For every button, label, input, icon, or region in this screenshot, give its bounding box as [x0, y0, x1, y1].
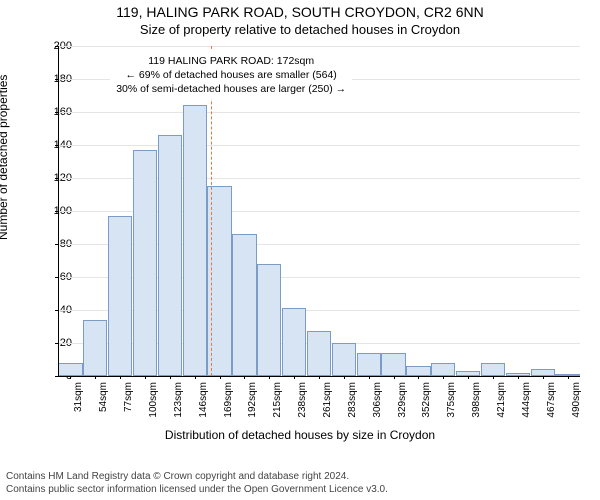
x-tick-label: 261sqm — [322, 382, 333, 418]
histogram-bar — [282, 308, 306, 376]
x-tick-mark — [95, 376, 96, 379]
y-axis-line — [58, 46, 59, 376]
x-tick-mark — [418, 376, 419, 379]
x-tick-label: 123sqm — [173, 382, 184, 418]
x-tick-label: 375sqm — [446, 382, 457, 418]
x-tick-label: 467sqm — [546, 382, 557, 418]
x-tick-mark — [145, 376, 146, 379]
x-tick-label: 306sqm — [372, 382, 383, 418]
x-tick-mark — [518, 376, 519, 379]
x-tick-mark — [170, 376, 171, 379]
histogram-bar — [232, 234, 256, 376]
footer-attribution: Contains HM Land Registry data © Crown c… — [6, 470, 388, 496]
x-tick-mark — [543, 376, 544, 379]
chart-area: Number of detached properties 0204060801… — [0, 40, 600, 440]
x-tick-label: 283sqm — [347, 382, 358, 418]
x-tick-label: 146sqm — [198, 382, 209, 418]
x-tick-label: 192sqm — [247, 382, 258, 418]
plot-area: 119 HALING PARK ROAD: 172sqm← 69% of det… — [58, 46, 580, 376]
x-tick-label: 421sqm — [496, 382, 507, 418]
x-tick-label: 215sqm — [272, 382, 283, 418]
x-tick-mark — [493, 376, 494, 379]
histogram-bar — [108, 216, 132, 376]
x-tick-label: 329sqm — [397, 382, 408, 418]
y-axis-label: Number of detached properties — [0, 75, 10, 240]
histogram-bar — [406, 366, 430, 376]
info-box-line: 119 HALING PARK ROAD: 172sqm — [116, 54, 346, 68]
chart-container: 119, HALING PARK ROAD, SOUTH CROYDON, CR… — [0, 0, 600, 500]
x-tick-label: 398sqm — [471, 382, 482, 418]
histogram-bar — [58, 363, 82, 376]
chart-title-sub: Size of property relative to detached ho… — [0, 20, 600, 37]
x-tick-mark — [269, 376, 270, 379]
x-tick-label: 77sqm — [123, 382, 134, 412]
footer-line-1: Contains HM Land Registry data © Crown c… — [6, 470, 388, 483]
x-tick-label: 238sqm — [297, 382, 308, 418]
histogram-bar — [83, 320, 107, 376]
x-tick-label: 352sqm — [421, 382, 432, 418]
x-tick-mark — [443, 376, 444, 379]
x-tick-mark — [70, 376, 71, 379]
histogram-bar — [183, 105, 207, 376]
x-tick-mark — [244, 376, 245, 379]
histogram-bar — [531, 369, 555, 376]
x-tick-label: 444sqm — [521, 382, 532, 418]
footer-line-2: Contains public sector information licen… — [6, 483, 388, 496]
x-tick-mark — [220, 376, 221, 379]
x-axis-label: Distribution of detached houses by size … — [0, 428, 600, 442]
x-tick-mark — [294, 376, 295, 379]
x-tick-label: 169sqm — [223, 382, 234, 418]
histogram-bar — [332, 343, 356, 376]
grid-line — [58, 112, 580, 113]
chart-title-main: 119, HALING PARK ROAD, SOUTH CROYDON, CR… — [0, 0, 600, 20]
x-tick-mark — [369, 376, 370, 379]
histogram-bar — [431, 363, 455, 376]
x-tick-label: 100sqm — [148, 382, 159, 418]
histogram-bar — [381, 353, 405, 376]
x-tick-mark — [195, 376, 196, 379]
histogram-bar — [481, 363, 505, 376]
info-box: 119 HALING PARK ROAD: 172sqm← 69% of det… — [110, 51, 352, 100]
x-tick-label: 31sqm — [73, 382, 84, 412]
x-tick-label: 490sqm — [571, 382, 582, 418]
x-tick-mark — [468, 376, 469, 379]
histogram-bar — [357, 353, 381, 376]
x-tick-mark — [344, 376, 345, 379]
histogram-bar — [257, 264, 281, 376]
histogram-bar — [133, 150, 157, 376]
grid-line — [58, 46, 580, 47]
info-box-line: 30% of semi-detached houses are larger (… — [116, 82, 346, 96]
grid-line — [58, 145, 580, 146]
histogram-bar — [307, 331, 331, 376]
x-tick-mark — [394, 376, 395, 379]
histogram-bar — [158, 135, 182, 376]
x-tick-mark — [120, 376, 121, 379]
x-tick-mark — [319, 376, 320, 379]
info-box-line: ← 69% of detached houses are smaller (56… — [116, 68, 346, 82]
x-tick-mark — [568, 376, 569, 379]
x-tick-label: 54sqm — [98, 382, 109, 412]
